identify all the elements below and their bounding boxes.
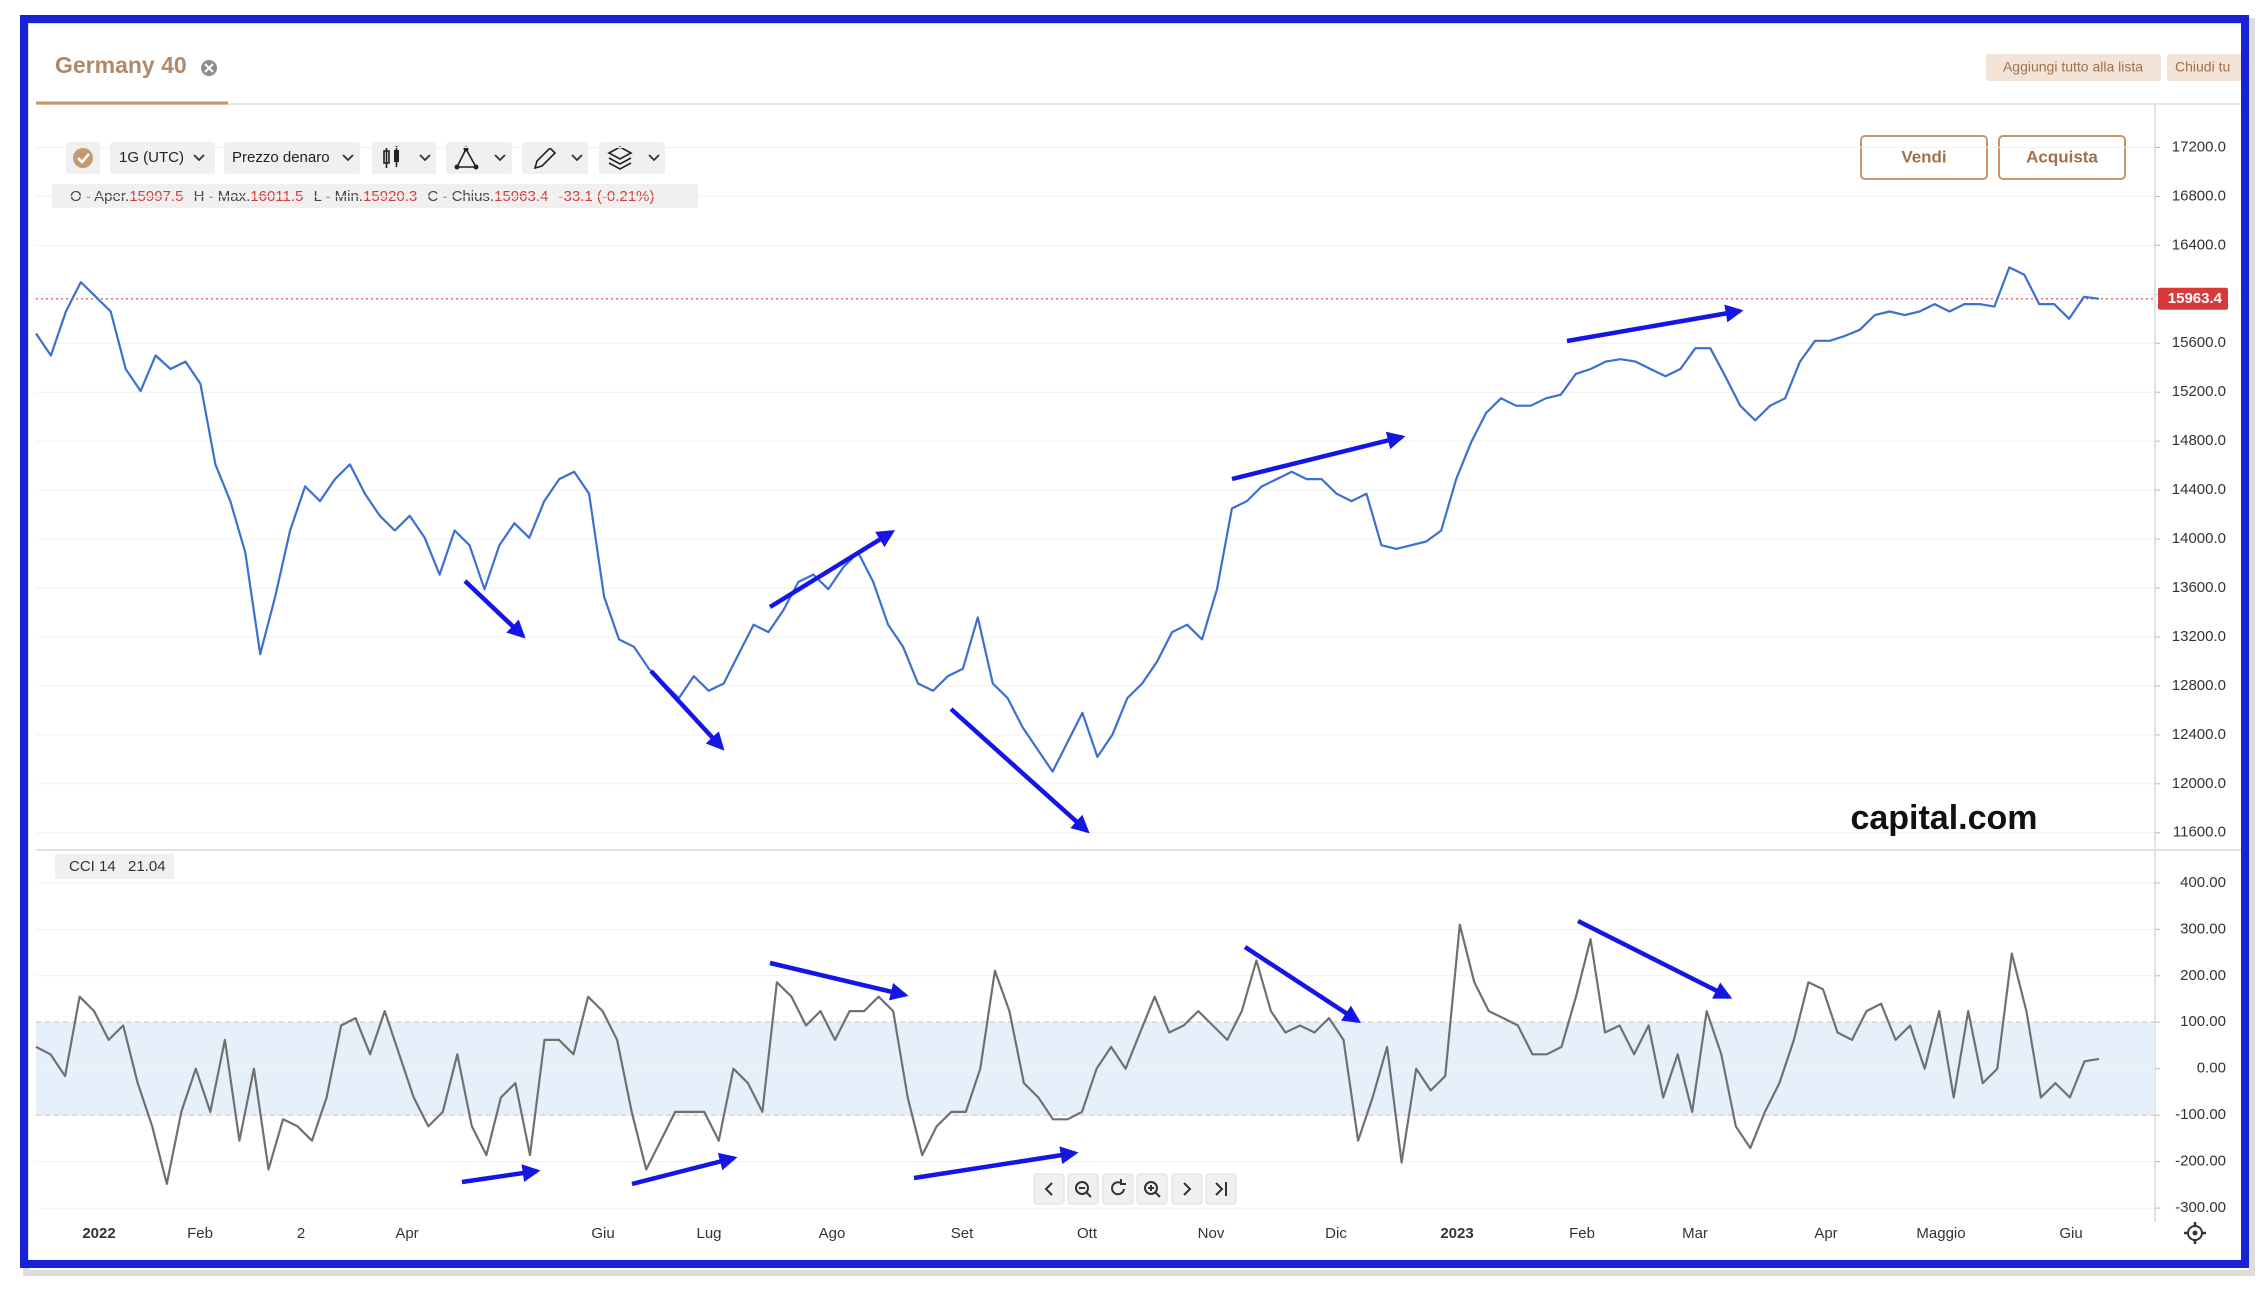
pencil-button[interactable] [522, 142, 588, 174]
buy-button[interactable] [1998, 135, 2126, 180]
buy-label[interactable]: Acquista [2026, 147, 2098, 166]
arrow [631, 1152, 738, 1187]
arrow [461, 1164, 541, 1185]
interval-select[interactable] [110, 142, 215, 174]
y-tick-label: 15200.0 [2172, 383, 2226, 400]
last-price-box [2158, 287, 2228, 310]
y-tick-label: 12000.0 [2172, 775, 2226, 792]
annotation-arrows [461, 304, 1744, 1187]
arrow [769, 960, 909, 1001]
x-tick-label: Dic [1325, 1225, 1347, 1242]
arrow [1566, 304, 1744, 344]
frame [20, 15, 2249, 1268]
plot-area: 17200.016800.016400.016000.015600.015200… [35, 105, 2241, 1242]
x-tick-label: Set [951, 1225, 974, 1242]
last-price-label: 15963.4 [2168, 290, 2223, 307]
watermark: capital.com [1850, 799, 2037, 837]
arrow [649, 669, 725, 751]
y-tick-label: 14400.0 [2172, 481, 2226, 498]
content: Germany 40 Aggiungi tutto alla lista Chi… [35, 52, 2257, 1244]
x-tick-label: 2023 [1440, 1225, 1473, 1242]
series-line [35, 266, 2100, 773]
y-tick-label: 200.00 [2180, 967, 2226, 984]
tab-title[interactable]: Germany 40 [55, 52, 187, 78]
x-tick-label: Mar [1682, 1225, 1708, 1242]
chevron [342, 154, 354, 162]
toolbar-check[interactable] [66, 142, 100, 174]
series-line [35, 923, 2100, 1185]
y-tick-label: 13600.0 [2172, 579, 2226, 596]
chevron [193, 154, 205, 162]
sell-label[interactable]: Vendi [1901, 147, 1946, 166]
x-tick-label: Feb [1569, 1225, 1595, 1242]
x-tick-label: Maggio [1916, 1225, 1965, 1242]
y-tick-label: -200.00 [2175, 1153, 2226, 1170]
interval-label[interactable]: 1G (UTC) [119, 149, 184, 166]
x-tick-label: 2022 [82, 1225, 115, 1242]
settings-icon[interactable] [2184, 1222, 2206, 1244]
close-all-label[interactable]: Chiudi tu [2175, 59, 2230, 75]
y-tick-label: -100.00 [2175, 1106, 2226, 1123]
y-tick-label: 300.00 [2180, 920, 2226, 937]
nav-prev[interactable] [1033, 1173, 1065, 1205]
tab-close[interactable] [201, 60, 217, 76]
arrow [1231, 431, 1406, 482]
indicator-value: 21.04 [128, 858, 166, 875]
sell-button[interactable] [1860, 135, 1988, 180]
chart-type-button[interactable] [372, 142, 436, 174]
close-all-button[interactable] [2167, 54, 2257, 81]
add-list-button[interactable] [1986, 54, 2161, 81]
y-tick-label: 14000.0 [2172, 530, 2226, 547]
nav-buttons [1033, 1173, 1237, 1205]
arrow [463, 579, 526, 639]
drawing-tools-button[interactable] [446, 142, 512, 174]
x-tick-label: Nov [1198, 1225, 1225, 1242]
y-tick-label: 12800.0 [2172, 677, 2226, 694]
y-tick-label: -300.00 [2175, 1199, 2226, 1216]
layers-button[interactable] [599, 142, 665, 174]
x-tick-label: Apr [1814, 1225, 1837, 1242]
price-type-label[interactable]: Prezzo denaro [232, 149, 330, 166]
arrow [949, 707, 1090, 834]
arrow [1576, 918, 1733, 1000]
price-type-select[interactable] [224, 142, 360, 174]
y-tick-label: 16400.0 [2172, 236, 2226, 253]
y-tick-label: 100.00 [2180, 1013, 2226, 1030]
x-tick-label: Apr [395, 1225, 418, 1242]
nav-icons [1044, 1179, 1227, 1198]
y-tick-label: 17200.0 [2172, 138, 2226, 155]
nav-next[interactable] [1171, 1173, 1203, 1205]
x-tick-label: 2 [297, 1225, 305, 1242]
y-tick-label: 11600.0 [2173, 824, 2226, 841]
arrow [768, 530, 896, 609]
x-tick-label: Lug [696, 1225, 721, 1242]
arrow [1243, 945, 1362, 1023]
x-tick-label: Ago [819, 1225, 846, 1242]
x-tick-label: Ott [1077, 1225, 1098, 1242]
y-tick-label: 15600.0 [2172, 334, 2226, 351]
y-tick-label: 13200.0 [2172, 628, 2226, 645]
x-tick-label: Giu [2059, 1225, 2082, 1242]
indicator-label: CCI 14 [69, 858, 116, 875]
x-tick-label: Giu [591, 1225, 614, 1242]
add-list-label[interactable]: Aggiungi tutto alla lista [2003, 59, 2143, 75]
y-tick-label: 0.00 [2197, 1060, 2226, 1077]
y-tick-label: 14800.0 [2172, 432, 2226, 449]
reset[interactable] [1102, 1173, 1134, 1205]
y-tick-label: 16800.0 [2172, 187, 2226, 204]
y-tick-label: 400.00 [2180, 874, 2226, 891]
arrow [913, 1146, 1079, 1181]
y-tick-label: 12400.0 [2172, 726, 2226, 743]
x-tick-label: Feb [187, 1225, 213, 1242]
indicator-label-box [55, 854, 174, 879]
